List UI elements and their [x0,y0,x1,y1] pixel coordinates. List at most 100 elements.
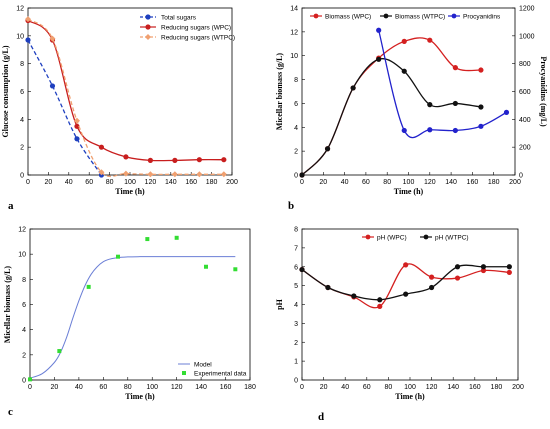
data-point [401,127,407,134]
y-tick-label: 12 [290,29,298,36]
data-point [49,83,56,89]
x-axis-label: Time (h) [115,187,145,196]
x-tick-label: 160 [185,179,197,186]
data-point [478,104,484,110]
legend-marker [182,371,186,375]
y-axis-label: Micellar biomass (g/L) [275,53,284,131]
data-point [172,157,178,163]
plot-frame [301,228,519,381]
y-tick-label: 12 [18,227,26,234]
x-tick-label: 80 [385,384,393,391]
series-1 [28,235,238,382]
data-point [429,284,435,291]
x-tick-label: 120 [426,384,438,391]
data-point [324,146,331,152]
legend-entry: Procyanidins [463,14,501,21]
x-axis-label: Time (h) [394,187,424,196]
x-tick-label: 140 [195,384,207,391]
y-tick-label: 8 [294,77,298,84]
data-point [403,262,409,268]
y-right-tick-label: 200 [519,145,531,152]
data-point [28,377,32,382]
x-tick-label: 60 [362,179,370,186]
y-tick-label: 0 [20,173,24,180]
y-tick-label: 6 [20,89,24,96]
data-point [403,291,409,297]
legend: Model Experimental data [178,362,247,378]
x-tick-label: 100 [404,384,416,391]
x-tick-label: 40 [65,179,73,186]
x-tick-label: 120 [145,179,157,186]
data-point [506,269,512,276]
plot-frame [301,7,516,176]
x-tick-label: 180 [206,179,218,186]
y-tick-label: 10 [16,33,24,40]
data-point [147,157,153,163]
y-tick-label: 5 [294,283,298,290]
x-tick-label: 40 [75,384,83,391]
x-tick-label: 200 [512,384,524,391]
y-right-tick-label: 800 [519,61,531,68]
y-tick-label: 8 [22,277,26,284]
y-right-tick-label: 0 [519,173,523,180]
y-right-tick-label: 1000 [519,33,535,40]
y-right-tick-label: 600 [519,89,531,96]
x-tick-label: 100 [146,384,158,391]
plot-frame [27,7,233,176]
y-axis-label: Micellar biomass (g/L) [3,266,12,344]
series-line [29,256,236,379]
data-point [74,136,80,142]
x-tick-label: 0 [26,179,30,186]
data-point [350,85,356,91]
y-tick-label: 8 [294,227,298,234]
legend-marker [145,24,151,30]
legend-marker [145,34,151,40]
data-point [299,172,305,178]
data-point [98,144,105,150]
x-tick-label: 80 [106,179,114,186]
y-tick-label: 2 [20,145,24,152]
x-tick-label: 160 [469,384,481,391]
series-2 [376,27,510,139]
data-point [376,27,382,33]
series-2 [25,16,227,178]
data-point [123,154,129,160]
y-tick-label: 6 [294,101,298,108]
legend-entry: Reducing sugars (WPC) [161,25,231,32]
y-tick-label: 0 [294,173,298,180]
x-tick-label: 100 [403,179,415,186]
y-tick-label: 0 [294,378,298,385]
data-point [478,123,484,129]
y-tick-label: 2 [294,340,298,347]
y-right-tick-label: 1200 [519,6,535,13]
data-point [57,349,62,354]
x-tick-label: 100 [124,179,136,186]
x-tick-label: 120 [424,179,436,186]
series-line [378,30,507,139]
series-line [27,19,224,162]
y-axis-label: Glucose consumption (g/L) [1,45,10,137]
x-tick-label: 20 [319,179,327,186]
legend-entry: pH (WPC) [377,235,407,242]
legend-marker [313,13,319,19]
y-tick-label: 7 [294,245,298,252]
panel-label: a [8,200,14,212]
data-point [427,127,433,133]
x-tick-label: 20 [51,384,59,391]
legend-entry: Reducing sugars (WTPC) [161,35,235,42]
data-point [86,284,91,289]
x-tick-label: 180 [244,384,256,391]
data-point [204,264,208,269]
x-tick-label: 60 [363,384,371,391]
data-point [377,297,383,303]
x-tick-label: 140 [445,179,457,186]
x-tick-label: 200 [226,179,238,186]
series-line [301,263,510,309]
x-tick-label: 140 [447,384,459,391]
data-point [454,275,461,281]
chart-panel-c: 0 20 40 60 80 100 120 140 160 180 0 2 4 6 8 10 12 Time (h… [3,227,256,419]
data-point [452,100,458,107]
data-point [506,264,512,270]
data-point [122,170,129,177]
data-point [25,16,31,23]
